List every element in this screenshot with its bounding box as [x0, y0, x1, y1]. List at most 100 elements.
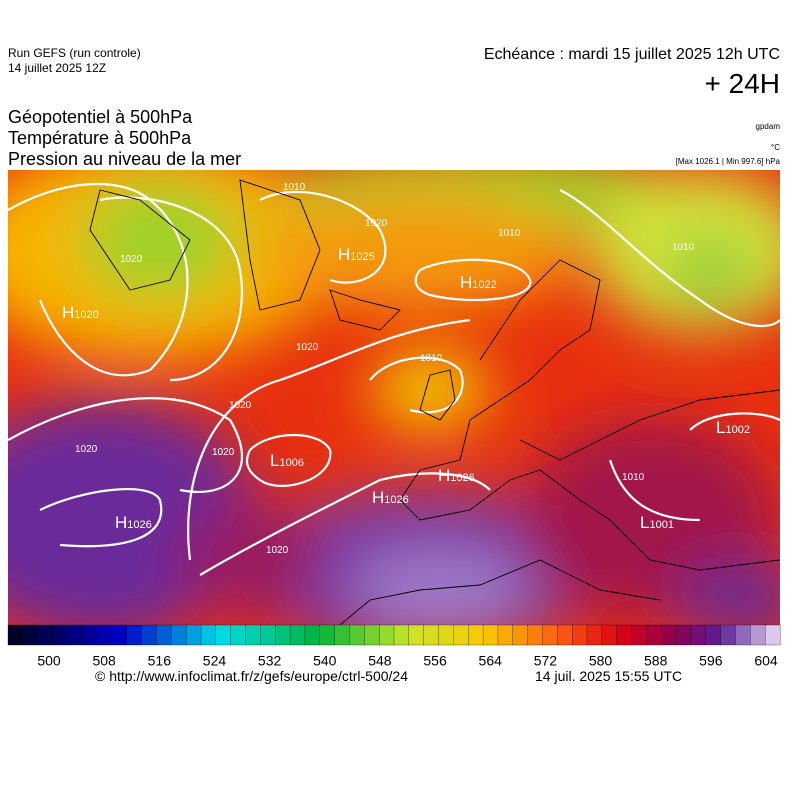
center-letter: H	[62, 303, 74, 322]
colorbar-swatch	[527, 624, 543, 646]
pressure-center: L1001	[640, 513, 674, 532]
colorbar-swatch	[260, 624, 276, 646]
colorbar-swatch	[482, 624, 499, 646]
colorbar-swatch	[720, 624, 736, 646]
isobar-label: 1020	[296, 342, 319, 353]
source: © http://www.infoclimat.fr/z/gefs/europe…	[95, 668, 409, 684]
unit-3: [Max 1026.1 | Min 997.6] hPa	[675, 157, 780, 166]
colorbar-swatch	[111, 624, 128, 646]
colorbar-tick-label: 500	[37, 653, 61, 669]
isobar-label: 1010	[420, 353, 443, 364]
colorbar-swatch	[245, 624, 261, 646]
colorbar-swatch	[230, 624, 246, 646]
colorbar-swatch	[215, 624, 232, 646]
colorbar-swatch	[438, 624, 454, 646]
pressure-center: H1026	[115, 513, 152, 532]
colorbar-tick-label: 524	[203, 653, 227, 669]
center-letter: L	[270, 451, 279, 470]
colorbar-swatch	[141, 624, 157, 646]
pressure-center: H1026	[372, 488, 409, 507]
colorbar-swatch	[750, 624, 766, 646]
center-value: 1025	[350, 251, 374, 263]
colorbar-swatch	[601, 624, 618, 646]
colorbar-swatch	[171, 624, 187, 646]
colorbar-swatch	[497, 624, 514, 646]
center-value: 1006	[279, 457, 303, 469]
colorbar-swatch	[512, 624, 529, 646]
colorbar-swatch	[96, 624, 113, 646]
colorbar-tick-label: 596	[699, 653, 723, 669]
colorbar-swatch	[334, 624, 350, 646]
center-letter: L	[716, 418, 725, 437]
isobar-label: 1010	[498, 228, 521, 239]
colorbar-tick-label: 580	[589, 653, 613, 669]
center-value: 1022	[472, 279, 496, 291]
colorbar-swatch	[67, 624, 83, 646]
colorbar-swatch	[37, 624, 53, 646]
isobar-label: 1010	[283, 182, 306, 193]
colorbar-swatch	[572, 624, 588, 646]
colorbar-swatch	[616, 624, 632, 646]
lead-time: + 24H	[704, 68, 781, 99]
colorbar-swatch	[408, 624, 425, 646]
center-letter: H	[460, 273, 472, 292]
colorbar-swatch	[82, 624, 98, 646]
colorbar-swatch	[690, 624, 707, 646]
center-value: 1002	[725, 424, 749, 436]
center-letter: H	[438, 466, 450, 485]
colorbar-swatch	[186, 624, 202, 646]
colorbar-swatch	[542, 624, 558, 646]
colorbar-swatch	[289, 624, 306, 646]
colorbar-swatch	[200, 624, 217, 646]
colorbar-tick-label: 532	[258, 653, 282, 669]
title-2: Température à 500hPa	[8, 128, 192, 148]
colorbar-swatch	[349, 624, 365, 646]
colorbar-tick-label: 540	[313, 653, 337, 669]
isobar-label: 1020	[120, 254, 143, 265]
isobar-label: 1020	[266, 545, 289, 556]
pressure-center: H1025	[338, 245, 375, 264]
pressure-center: H1020	[62, 303, 99, 322]
valid-time: Echéance : mardi 15 juillet 2025 12h UTC	[483, 46, 780, 63]
center-letter: H	[115, 513, 127, 532]
colorbar-swatch	[735, 624, 751, 646]
isobar-label: 1010	[622, 472, 645, 483]
colorbar-swatch	[7, 624, 24, 646]
colorbar-swatch	[646, 624, 662, 646]
colorbar-tick-label: 564	[479, 653, 503, 669]
colorbar-swatch	[453, 624, 469, 646]
colorbar-tick-label: 548	[368, 653, 392, 669]
isobar-label: 1020	[229, 400, 252, 411]
unit-2: °C	[771, 143, 780, 152]
colorbar-swatch	[705, 624, 722, 646]
run: Run GEFS (run controle)	[8, 46, 141, 60]
colorbar-tick-label: 508	[92, 653, 116, 669]
colorbar-tick-label: 516	[148, 653, 172, 669]
colorbar-swatch	[393, 624, 410, 646]
colorbar-tick-label: 556	[423, 653, 447, 669]
colorbar-swatch	[275, 624, 291, 646]
center-value: 1026	[450, 472, 474, 484]
center-letter: H	[372, 488, 384, 507]
title-3: Pression au niveau de la mer	[8, 149, 242, 169]
colorbar-swatch	[765, 624, 781, 646]
isobar-label: 1020	[75, 444, 98, 455]
field	[8, 170, 780, 625]
center-letter: L	[640, 513, 649, 532]
colorbar-swatch	[319, 624, 336, 646]
colorbar-swatch	[661, 624, 677, 646]
generated: 14 juil. 2025 15:55 UTC	[535, 668, 683, 684]
isobar-label: 1010	[672, 242, 695, 253]
pressure-center: H1026	[438, 466, 475, 485]
colorbar-swatch	[675, 624, 692, 646]
colorbar-tick-label: 604	[754, 653, 778, 669]
colorbar-swatch	[468, 624, 484, 646]
colorbar-swatch	[423, 624, 439, 646]
colorbar-swatch	[586, 624, 603, 646]
colorbar-swatch	[304, 624, 321, 646]
center-value: 1026	[384, 494, 408, 506]
center-letter: H	[338, 245, 350, 264]
run-date: 14 juillet 2025 12Z	[8, 61, 107, 75]
colorbar-swatch	[379, 624, 395, 646]
